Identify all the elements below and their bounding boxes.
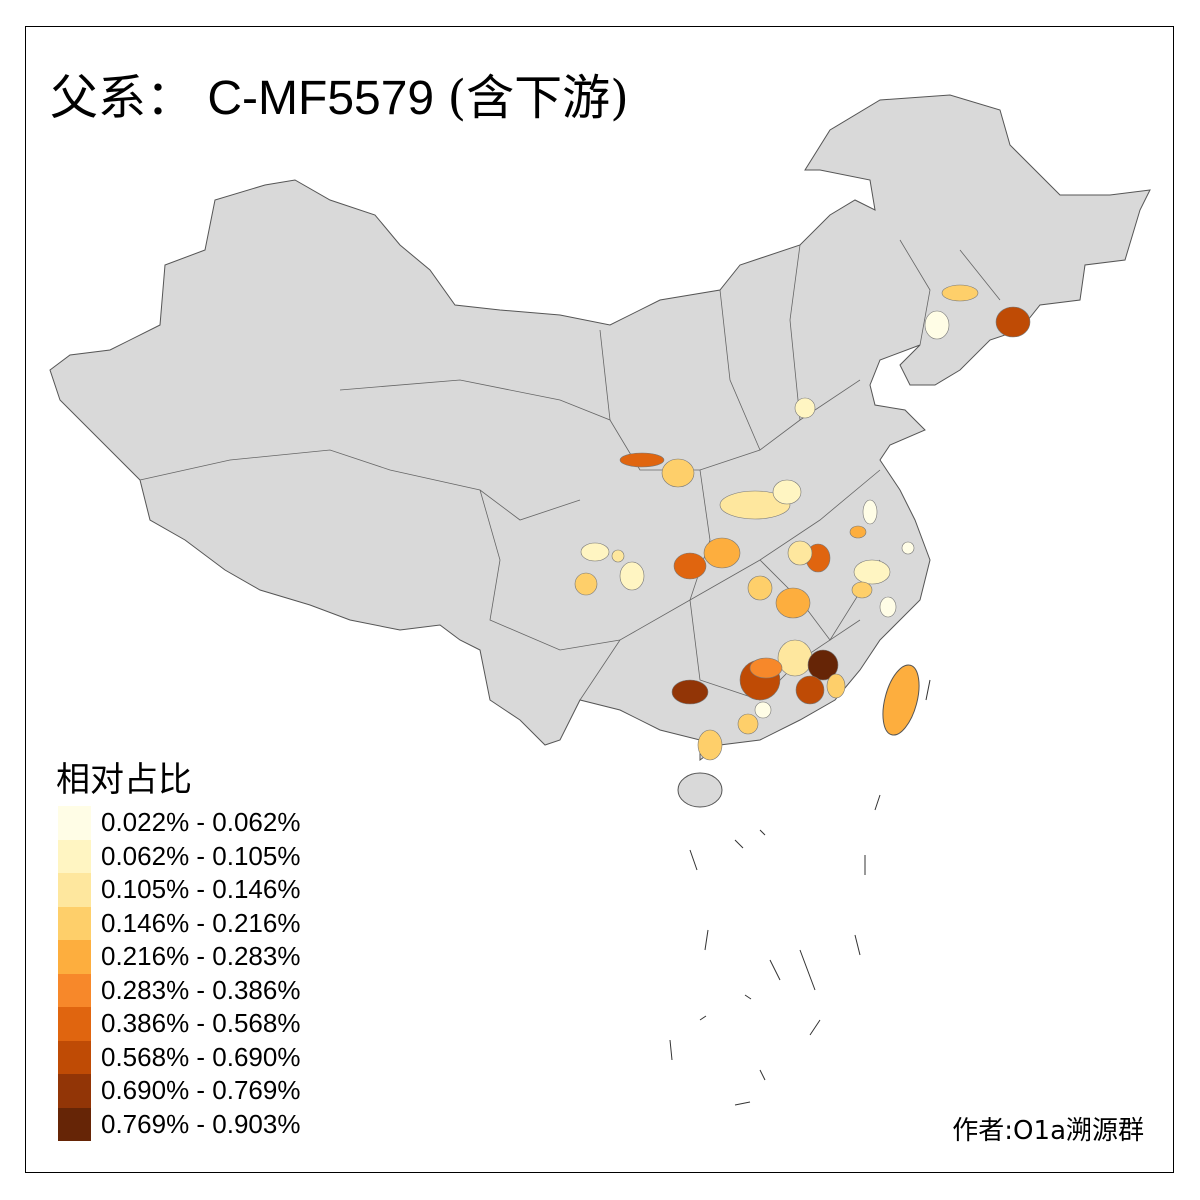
legend-label: 0.568% - 0.690%	[101, 1041, 301, 1072]
title-prefix: 父系：	[50, 70, 195, 126]
author-credit: 作者:O1a溯源群	[952, 1116, 1144, 1146]
hainan-island	[677, 772, 723, 808]
legend-item: 0.283% - 0.386%	[58, 973, 301, 1007]
legend-swatch	[58, 839, 91, 873]
legend: 0.022% - 0.062% 0.062% - 0.105% 0.105% - 0…	[58, 806, 300, 1141]
legend-item: 0.022% - 0.062%	[58, 806, 300, 840]
legend-item: 0.216% - 0.283%	[58, 940, 300, 974]
region-0.690-0.769	[671, 679, 709, 705]
legend-label: 0.690% - 0.769%	[101, 1075, 301, 1105]
region-0.146-0.216	[747, 575, 773, 601]
legend-swatch	[58, 873, 91, 907]
region-0.216-0.283	[703, 537, 741, 569]
highlighted-regions	[574, 284, 1031, 761]
legend-swatch	[58, 940, 91, 974]
mainland-outline	[49, 94, 1151, 761]
title-suffix: (含下游)	[447, 70, 629, 126]
region-0.062-0.105	[619, 561, 645, 591]
title-haplogroup: C-MF5579	[207, 72, 435, 125]
legend-swatch	[58, 1107, 91, 1141]
region-0.146-0.216	[826, 673, 846, 699]
region-0.022-0.062	[901, 541, 915, 555]
region-0.386-0.568	[619, 452, 665, 468]
region-0.216-0.283	[775, 587, 811, 619]
legend-label: 0.062% - 0.105%	[101, 840, 301, 871]
region-0.062-0.105	[772, 479, 802, 505]
legend-label: 0.216% - 0.283%	[101, 941, 301, 971]
region-0.105-0.146	[719, 490, 791, 520]
map-title: 父系： C-MF5579 (含下游)	[50, 58, 629, 128]
region-0.105-0.146	[787, 540, 813, 566]
region-0.146-0.216	[574, 572, 598, 596]
region-0.105-0.146	[611, 549, 625, 563]
legend-swatch	[58, 1074, 91, 1108]
legend-swatch	[58, 906, 91, 940]
legend-label: 0.146% - 0.216%	[101, 907, 301, 938]
legend-label: 0.283% - 0.386%	[101, 974, 301, 1005]
region-0.105-0.146	[777, 639, 813, 677]
legend-item: 0.386% - 0.568%	[58, 1007, 300, 1041]
region-0.022-0.062	[754, 701, 772, 719]
taiwan-island	[882, 664, 920, 736]
region-0.062-0.105	[853, 559, 891, 585]
legend-label: 0.022% - 0.062%	[101, 807, 301, 837]
legend-label: 0.105% - 0.146%	[101, 874, 301, 904]
map-frame	[25, 26, 1174, 1173]
legend-swatch	[58, 1007, 91, 1041]
region-0.216-0.283	[849, 525, 867, 539]
province-borders	[139, 239, 1001, 701]
legend-item: 0.769% - 0.903%	[58, 1107, 301, 1141]
region-0.146-0.216	[851, 581, 873, 599]
region-0.568-0.690	[995, 306, 1031, 338]
legend-swatch	[58, 973, 91, 1007]
south-china-sea-islands	[669, 679, 931, 1106]
legend-title: 相对占比	[56, 760, 192, 800]
region-0.062-0.105	[794, 397, 816, 419]
region-0.146-0.216	[737, 713, 759, 735]
legend-label: 0.386% - 0.568%	[101, 1008, 301, 1038]
legend-swatch	[58, 806, 91, 840]
region-0.022-0.062	[862, 499, 878, 525]
region-0.146-0.216	[941, 284, 979, 302]
legend-label: 0.769% - 0.903%	[101, 1108, 301, 1139]
legend-item: 0.062% - 0.105%	[58, 839, 301, 873]
region-0.022-0.062	[879, 596, 897, 618]
region-0.769-0.903	[807, 649, 839, 681]
region-0.283-0.386	[749, 657, 783, 679]
legend-item: 0.568% - 0.690%	[58, 1040, 301, 1074]
legend-item: 0.690% - 0.769%	[58, 1074, 300, 1108]
legend-item: 0.105% - 0.146%	[58, 873, 300, 907]
region-0.062-0.105	[580, 542, 610, 562]
region-0.146-0.216	[697, 729, 723, 761]
region-0.568-0.690	[795, 675, 825, 705]
legend-swatch	[58, 1040, 91, 1074]
region-0.146-0.216	[661, 458, 695, 488]
region-0.022-0.062	[924, 310, 950, 340]
region-0.386-0.568	[673, 552, 707, 580]
legend-item: 0.146% - 0.216%	[58, 906, 301, 940]
